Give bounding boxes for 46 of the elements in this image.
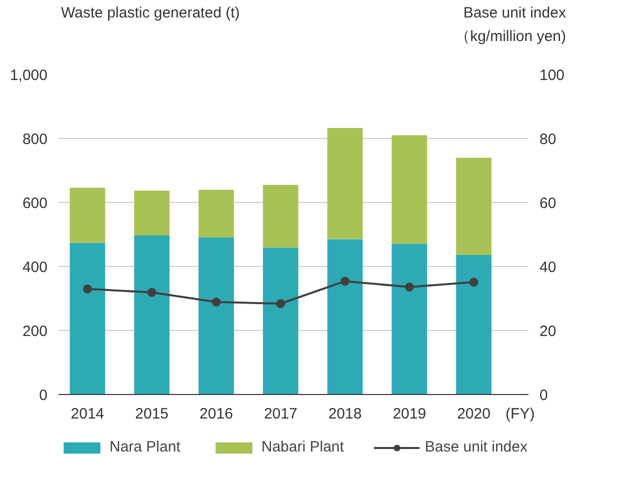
- bar: [262, 248, 298, 394]
- bar: [70, 188, 106, 243]
- bar: [134, 235, 170, 394]
- point: [469, 278, 478, 287]
- x-tick-label: 2018: [328, 406, 362, 422]
- y-axis-title: Waste plastic generated (t): [61, 4, 240, 22]
- y2-tick-label: 0: [540, 387, 548, 404]
- legend-label: Base unit index: [424, 438, 528, 456]
- y2-tick-label: 80: [540, 131, 556, 148]
- bar: [70, 242, 106, 394]
- x-tick-label: 2019: [392, 406, 426, 422]
- point: [147, 288, 156, 297]
- y-tick-label: 1,000: [10, 67, 48, 84]
- x-tick-label: 2020: [457, 406, 490, 422]
- point: [404, 282, 414, 292]
- point: [340, 276, 350, 286]
- y-tick-label: 400: [22, 259, 48, 276]
- bar: [198, 237, 234, 394]
- bar: [456, 158, 492, 255]
- y2-tick-label: 60: [540, 195, 556, 212]
- bar: [134, 190, 170, 236]
- bar: [262, 184, 298, 248]
- bar: [456, 254, 492, 394]
- point: [276, 299, 286, 308]
- legend-label: Nabari Plant: [261, 438, 344, 456]
- bar: [327, 128, 363, 240]
- y-tick-label: 800: [22, 131, 48, 148]
- text: (FY): [506, 406, 535, 422]
- point: [82, 284, 92, 294]
- bar: [327, 239, 363, 394]
- y2-axis-title: Base unit index （kg/million yen): [455, 4, 566, 46]
- y2-tick-label: 20: [540, 323, 556, 340]
- legend-label: Nara Plant: [110, 438, 180, 456]
- bar: [392, 135, 428, 244]
- y-tick-label: 200: [22, 323, 48, 340]
- bar: [392, 244, 428, 394]
- x-tick-label: 2014: [70, 406, 104, 422]
- x-tick-label: 2017: [264, 406, 298, 422]
- x-tick-label: 2015: [135, 406, 169, 422]
- y-tick-label: 0: [39, 387, 48, 404]
- point: [212, 298, 221, 307]
- y2-tick-label: 100: [540, 67, 565, 84]
- bar: [198, 190, 234, 238]
- y-tick-label: 600: [22, 195, 48, 212]
- y2-tick-label: 40: [540, 259, 556, 276]
- x-tick-label: 2016: [200, 406, 233, 422]
